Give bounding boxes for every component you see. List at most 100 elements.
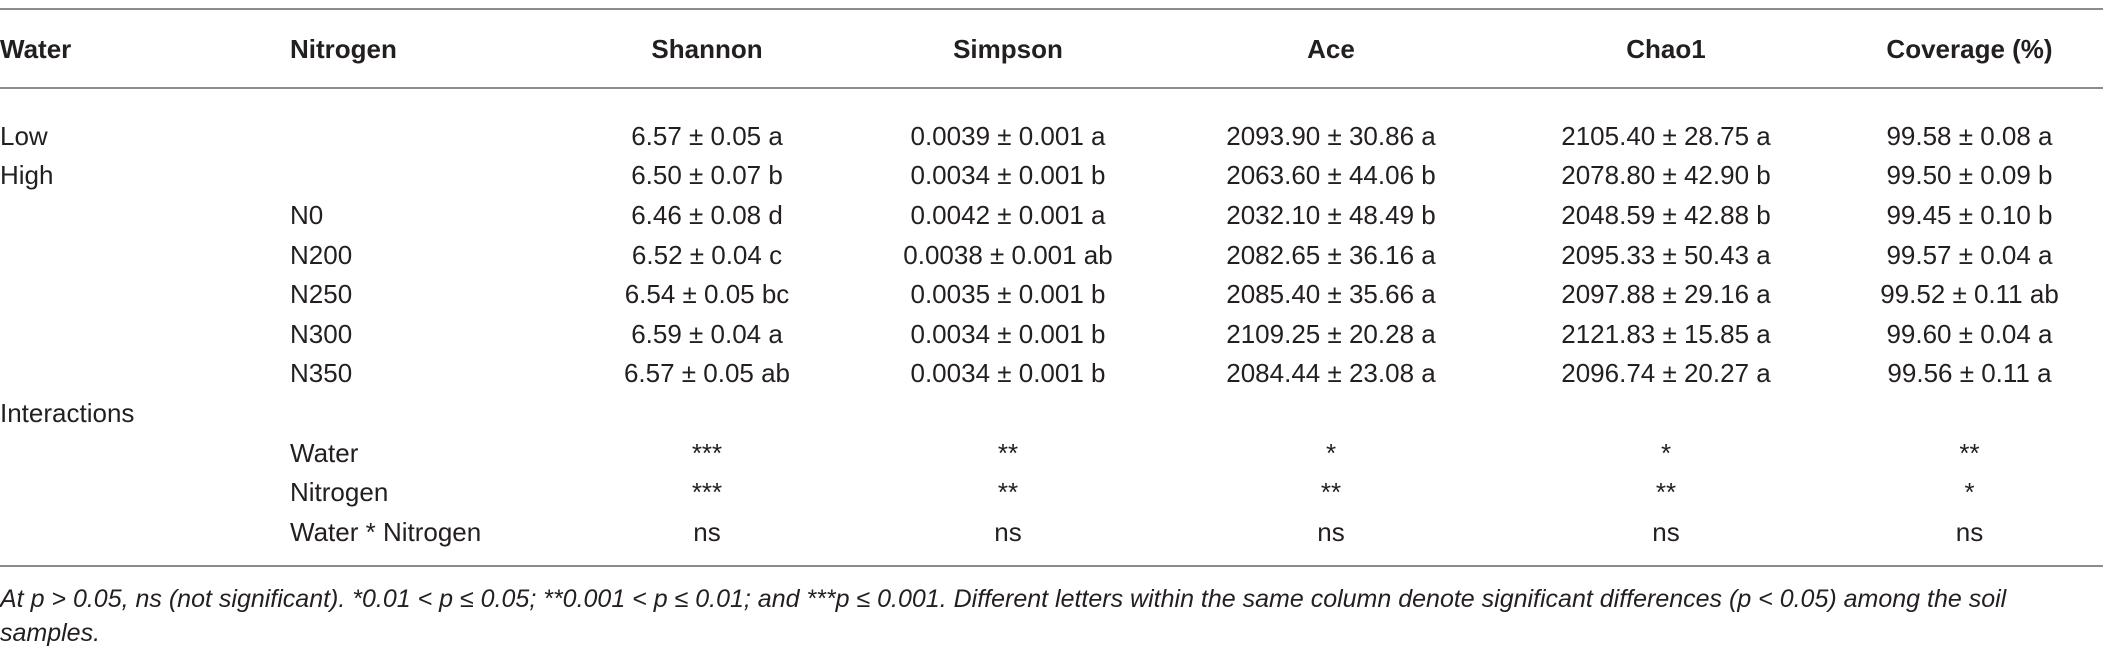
- column-header-water: Water: [0, 34, 72, 64]
- cell-nitrogen: [290, 393, 564, 433]
- cell-chao1: *: [1660, 437, 1672, 468]
- cell-chao1: [1496, 393, 1836, 433]
- cell-simpson: **: [997, 437, 1019, 468]
- cell-shannon: 6.52 ± 0.04 c: [631, 239, 783, 270]
- cell-shannon: 6.59 ± 0.04 a: [631, 318, 783, 349]
- table-row: Water *** ** * * **: [0, 433, 2103, 473]
- table-bottom-rule: [0, 565, 2103, 567]
- header-bottom-rule: [0, 87, 2103, 89]
- table-row: Low 6.57 ± 0.05 a 0.0039 ± 0.001 a 2093.90 …: [0, 116, 2103, 156]
- cell-shannon: 6.57 ± 0.05 a: [631, 120, 783, 151]
- cell-simpson: ns: [994, 516, 1022, 547]
- table-row: N200 6.52 ± 0.04 c 0.0038 ± 0.001 ab 2082.6…: [0, 235, 2103, 275]
- cell-shannon: 6.50 ± 0.07 b: [631, 160, 783, 191]
- cell-water: [0, 235, 290, 275]
- cell-nitrogen: N250: [290, 279, 353, 310]
- cell-ace: 2063.60 ± 44.06 b: [1226, 160, 1436, 191]
- column-header-ace: Ace: [1307, 34, 1355, 64]
- cell-shannon: ***: [691, 437, 723, 468]
- cell-ace: ns: [1317, 516, 1345, 547]
- cell-chao1: 2095.33 ± 50.43 a: [1561, 239, 1771, 270]
- cell-coverage: **: [1959, 437, 1980, 468]
- cell-nitrogen: [290, 156, 564, 196]
- cell-water: [0, 314, 290, 354]
- cell-chao1: 2121.83 ± 15.85 a: [1561, 318, 1771, 349]
- cell-water: Low: [0, 120, 48, 151]
- cell-ace: [1166, 393, 1496, 433]
- cell-coverage: 99.45 ± 0.10 b: [1886, 199, 2053, 230]
- cell-water: [0, 433, 290, 473]
- cell-simpson: [850, 393, 1166, 433]
- cell-water: [0, 354, 290, 394]
- table-row: High 6.50 ± 0.07 b 0.0034 ± 0.001 b 2063.60…: [0, 156, 2103, 196]
- cell-water: High: [0, 160, 54, 191]
- table-row: N350 6.57 ± 0.05 ab 0.0034 ± 0.001 b 2084.4…: [0, 354, 2103, 394]
- table-row: Nitrogen *** ** ** ** *: [0, 472, 2103, 512]
- cell-simpson: **: [997, 477, 1019, 508]
- cell-shannon: ***: [691, 477, 723, 508]
- cell-chao1: **: [1655, 477, 1677, 508]
- cell-nitrogen: N200: [290, 239, 353, 270]
- cell-shannon: 6.54 ± 0.05 bc: [624, 279, 790, 310]
- diversity-indices-table: Water Nitrogen Shannon Simpson Ace Chao1…: [0, 10, 2103, 552]
- cell-coverage: *: [1964, 477, 1975, 508]
- cell-simpson: 0.0042 ± 0.001 a: [910, 199, 1106, 230]
- cell-coverage: 99.60 ± 0.04 a: [1886, 318, 2053, 349]
- cell-ace: 2093.90 ± 30.86 a: [1226, 120, 1436, 151]
- cell-coverage: 99.50 ± 0.09 b: [1886, 160, 2053, 191]
- table-row: N250 6.54 ± 0.05 bc 0.0035 ± 0.001 b 2085.4…: [0, 274, 2103, 314]
- cell-nitrogen: Nitrogen: [290, 477, 389, 508]
- cell-simpson: 0.0035 ± 0.001 b: [910, 279, 1106, 310]
- cell-coverage: 99.57 ± 0.04 a: [1886, 239, 2053, 270]
- cell-ace: 2109.25 ± 20.28 a: [1226, 318, 1436, 349]
- column-header-shannon: Shannon: [651, 34, 763, 64]
- table-body: Low 6.57 ± 0.05 a 0.0039 ± 0.001 a 2093.90 …: [0, 96, 2103, 552]
- cell-coverage: 99.56 ± 0.11 a: [1887, 358, 2052, 389]
- header-row: Water Nitrogen Shannon Simpson Ace Chao1…: [0, 10, 2103, 96]
- cell-simpson: 0.0034 ± 0.001 b: [910, 318, 1106, 349]
- cell-coverage: [1836, 393, 2103, 433]
- cell-shannon: 6.57 ± 0.05 ab: [623, 358, 791, 389]
- cell-simpson: 0.0038 ± 0.001 ab: [903, 239, 1113, 270]
- cell-coverage: 99.52 ± 0.11 ab: [1880, 279, 2059, 310]
- cell-nitrogen: Water * Nitrogen: [290, 516, 482, 547]
- cell-nitrogen: N0: [290, 199, 324, 230]
- column-header-chao1: Chao1: [1626, 34, 1706, 64]
- cell-shannon: [564, 393, 850, 433]
- cell-ace: **: [1320, 477, 1342, 508]
- cell-nitrogen: [290, 116, 564, 156]
- table-row: Interactions: [0, 393, 2103, 433]
- cell-shannon: ns: [693, 516, 721, 547]
- cell-nitrogen: N350: [290, 358, 353, 389]
- cell-ace: *: [1325, 437, 1337, 468]
- cell-water: [0, 195, 290, 235]
- cell-water: [0, 472, 290, 512]
- cell-simpson: 0.0034 ± 0.001 b: [910, 160, 1106, 191]
- cell-chao1: 2105.40 ± 28.75 a: [1561, 120, 1771, 151]
- cell-water: [0, 274, 290, 314]
- cell-ace: 2082.65 ± 36.16 a: [1226, 239, 1436, 270]
- cell-water: [0, 512, 290, 552]
- cell-simpson: 0.0034 ± 0.001 b: [910, 358, 1106, 389]
- cell-nitrogen: N300: [290, 318, 353, 349]
- table-row: Water * Nitrogen ns ns ns ns ns: [0, 512, 2103, 552]
- table-row: N300 6.59 ± 0.04 a 0.0034 ± 0.001 b 2109.25…: [0, 314, 2103, 354]
- cell-chao1: 2096.74 ± 20.27 a: [1561, 358, 1771, 389]
- column-header-simpson: Simpson: [953, 34, 1063, 64]
- table-row: N0 6.46 ± 0.08 d 0.0042 ± 0.001 a 2032.10 ±…: [0, 195, 2103, 235]
- cell-ace: 2084.44 ± 23.08 a: [1226, 358, 1436, 389]
- cell-shannon: 6.46 ± 0.08 d: [631, 199, 783, 230]
- cell-ace: 2032.10 ± 48.49 b: [1226, 199, 1436, 230]
- column-header-coverage: Coverage (%): [1886, 34, 2053, 64]
- table-footnote: At p > 0.05, ns (not significant). *0.01…: [0, 585, 2007, 647]
- cell-water: Interactions: [0, 397, 135, 428]
- cell-chao1: 2078.80 ± 42.90 b: [1561, 160, 1771, 191]
- table-top-rule: [0, 8, 2103, 10]
- cell-coverage: ns: [1955, 516, 1984, 547]
- cell-ace: 2085.40 ± 35.66 a: [1226, 279, 1436, 310]
- cell-nitrogen: Water: [290, 437, 359, 468]
- column-header-nitrogen: Nitrogen: [290, 34, 397, 64]
- cell-chao1: ns: [1652, 516, 1680, 547]
- cell-coverage: 99.58 ± 0.08 a: [1886, 120, 2053, 151]
- cell-simpson: 0.0039 ± 0.001 a: [910, 120, 1106, 151]
